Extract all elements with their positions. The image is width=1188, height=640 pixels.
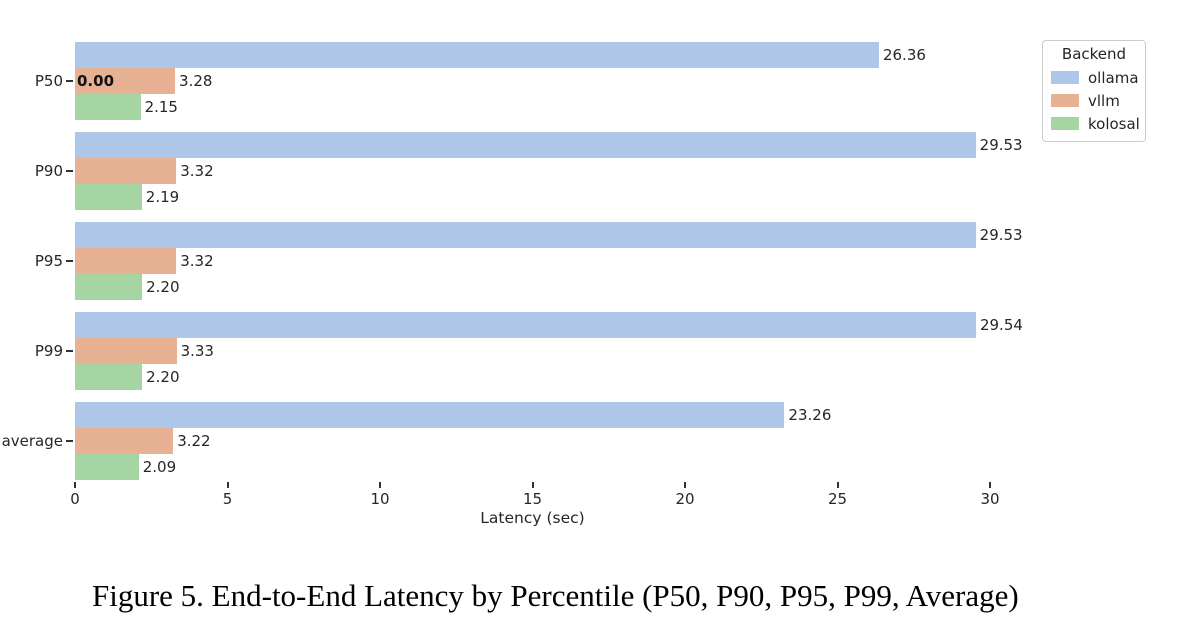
y-tick-mark <box>66 170 73 172</box>
x-tick-label: 0 <box>70 490 80 508</box>
y-tick-mark <box>66 260 73 262</box>
y-tick-mark <box>66 440 73 442</box>
x-tick-mark <box>531 482 534 488</box>
bar-value-label: 2.20 <box>146 368 180 386</box>
bar-value-label: 2.20 <box>146 278 180 296</box>
bar-kolosal <box>75 454 139 480</box>
bar-kolosal <box>75 364 143 390</box>
legend-swatch-icon <box>1051 94 1079 107</box>
bar-ollama <box>75 312 976 338</box>
x-tick-label: 25 <box>827 490 848 508</box>
x-tick-label: 5 <box>222 490 233 508</box>
legend-label: vllm <box>1088 91 1120 110</box>
bar-vllm <box>75 428 174 454</box>
bar-value-label: 3.22 <box>177 432 211 450</box>
bar-kolosal <box>75 94 141 120</box>
figure-caption: Figure 5. End-to-End Latency by Percenti… <box>92 578 1019 613</box>
legend-entry-vllm: vllm <box>1043 89 1145 112</box>
bar-value-label: 29.53 <box>979 136 1023 154</box>
x-tick-mark <box>684 482 686 488</box>
bar-value-label: 29.53 <box>979 226 1023 244</box>
bar-value-label: 3.32 <box>180 162 214 180</box>
x-tick-label: 15 <box>522 490 543 508</box>
zero-value-annotation: 0.00 <box>77 72 115 90</box>
bar-kolosal <box>75 274 143 300</box>
y-tick-label: P50 <box>34 72 63 90</box>
y-tick-label: average <box>1 432 63 450</box>
y-tick-label: P95 <box>34 252 63 270</box>
legend-swatch-icon <box>1051 71 1079 84</box>
bar-ollama <box>75 132 976 158</box>
bar-value-label: 23.26 <box>788 406 832 424</box>
bar-value-label: 29.54 <box>979 316 1023 334</box>
y-tick-mark <box>66 350 73 352</box>
legend-title: Backend <box>1061 45 1127 63</box>
bar-value-label: 3.32 <box>180 252 214 270</box>
x-axis-title: Latency (sec) <box>480 509 585 527</box>
bar-vllm <box>75 338 177 364</box>
bar-kolosal <box>75 184 142 210</box>
legend-entry-ollama: ollama <box>1043 66 1145 89</box>
y-tick-mark <box>66 80 73 82</box>
x-tick-mark <box>836 482 839 488</box>
bar-value-label: 2.19 <box>145 188 180 206</box>
x-tick-mark <box>226 482 229 488</box>
bar-ollama <box>75 42 879 68</box>
legend: Backend ollama vllm kolosal <box>1042 40 1146 142</box>
legend-entries: ollama vllm kolosal <box>1043 66 1145 135</box>
bar-vllm <box>75 68 176 94</box>
bar-value-label: 3.28 <box>179 72 213 90</box>
x-tick-label: 10 <box>370 490 390 508</box>
x-tick-mark <box>74 482 76 488</box>
legend-label: ollama <box>1088 68 1139 87</box>
bar-value-label: 26.36 <box>882 46 926 64</box>
y-tick-label: P90 <box>34 162 63 180</box>
bar-ollama <box>75 402 785 428</box>
x-tick-mark <box>379 482 381 488</box>
bar-vllm <box>75 248 177 274</box>
bar-vllm <box>75 158 177 184</box>
legend-swatch-icon <box>1051 117 1079 130</box>
x-tick-mark <box>989 482 991 488</box>
legend-label: kolosal <box>1088 114 1140 133</box>
bar-value-label: 3.33 <box>180 342 214 360</box>
bar-value-label: 2.15 <box>144 98 178 116</box>
x-tick-label: 30 <box>980 490 1000 508</box>
bar-chart: P50 26.36 3.28 2.15 P90 29.53 3.32 2.19 P95 29.53… <box>1 42 1023 508</box>
bar-value-label: 2.09 <box>142 458 177 476</box>
x-tick-label: 20 <box>675 490 695 508</box>
y-tick-label: P99 <box>34 342 63 360</box>
bar-ollama <box>75 222 976 248</box>
legend-entry-kolosal: kolosal <box>1043 112 1145 135</box>
